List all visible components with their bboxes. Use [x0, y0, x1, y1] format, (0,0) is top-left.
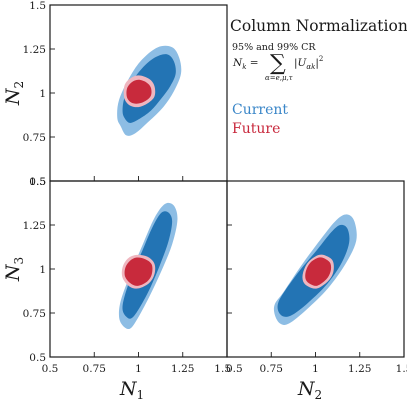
panel-n2-n3: 0.5 0.75 1 1.25 1.5	[226, 180, 407, 375]
x-axis-label-n1: N1	[119, 378, 144, 402]
x-tick-label: 1.5	[396, 363, 407, 375]
y-tick-label: 1	[39, 88, 46, 100]
y-axis-label-n2: N2	[2, 81, 26, 106]
legend-current: Current	[232, 102, 288, 118]
formula-annotation: Nk = ∑ α=e,μ,τ |Uαk|2	[232, 51, 323, 82]
x-tick-label: 0.75	[83, 363, 106, 375]
y-tick-label: 0.5	[29, 176, 46, 188]
panel-n2-n3-ticks: 0.5 0.75 1 1.25 1.5	[226, 180, 407, 375]
formula-term: |Uαk|2	[294, 55, 323, 71]
chart-title: Column Normalizations	[230, 17, 407, 35]
panel-n1-n2-regions	[117, 45, 182, 136]
region-future-95	[124, 257, 153, 286]
y-axis-label-n3: N3	[2, 257, 26, 282]
y-tick-label: 0.75	[23, 308, 46, 320]
panel-n1-n3-regions	[118, 202, 178, 330]
x-tick-label: 1.25	[348, 363, 371, 375]
formula-sum-symbol: ∑	[270, 51, 286, 76]
x-tick-label: 0.5	[42, 363, 59, 375]
formula-lhs: Nk =	[232, 57, 259, 71]
panel-n2-n3-regions	[273, 214, 357, 326]
legend-future: Future	[232, 121, 280, 137]
panel-n1-n2-ticks: 0.5 0.75 1 1.25 1.5	[23, 0, 228, 188]
y-tick-label: 1	[39, 264, 46, 276]
x-tick-label: 1	[312, 363, 319, 375]
y-tick-label: 1.25	[23, 220, 46, 232]
y-tick-label: 0.75	[23, 132, 46, 144]
x-tick-label: 0.75	[260, 363, 283, 375]
y-tick-label: 1.5	[29, 176, 46, 188]
y-tick-label: 1.5	[29, 0, 46, 12]
x-axis-label-n2: N2	[297, 378, 322, 402]
y-tick-label: 0.5	[29, 352, 46, 364]
y-tick-label: 1.25	[23, 44, 46, 56]
chart-subtitle: 95% and 99% CR	[232, 42, 316, 53]
region-future-95	[126, 79, 152, 104]
panel-n1-n2: 0.5 0.75 1 1.25 1.5	[23, 0, 228, 188]
x-tick-label: 1	[135, 363, 142, 375]
x-tick-label: 0.5	[226, 363, 243, 375]
formula-sum-index: α=e,μ,τ	[265, 74, 293, 82]
x-tick-label: 1.5	[214, 363, 231, 375]
region-future-95	[305, 257, 332, 286]
x-tick-label: 1.25	[171, 363, 194, 375]
